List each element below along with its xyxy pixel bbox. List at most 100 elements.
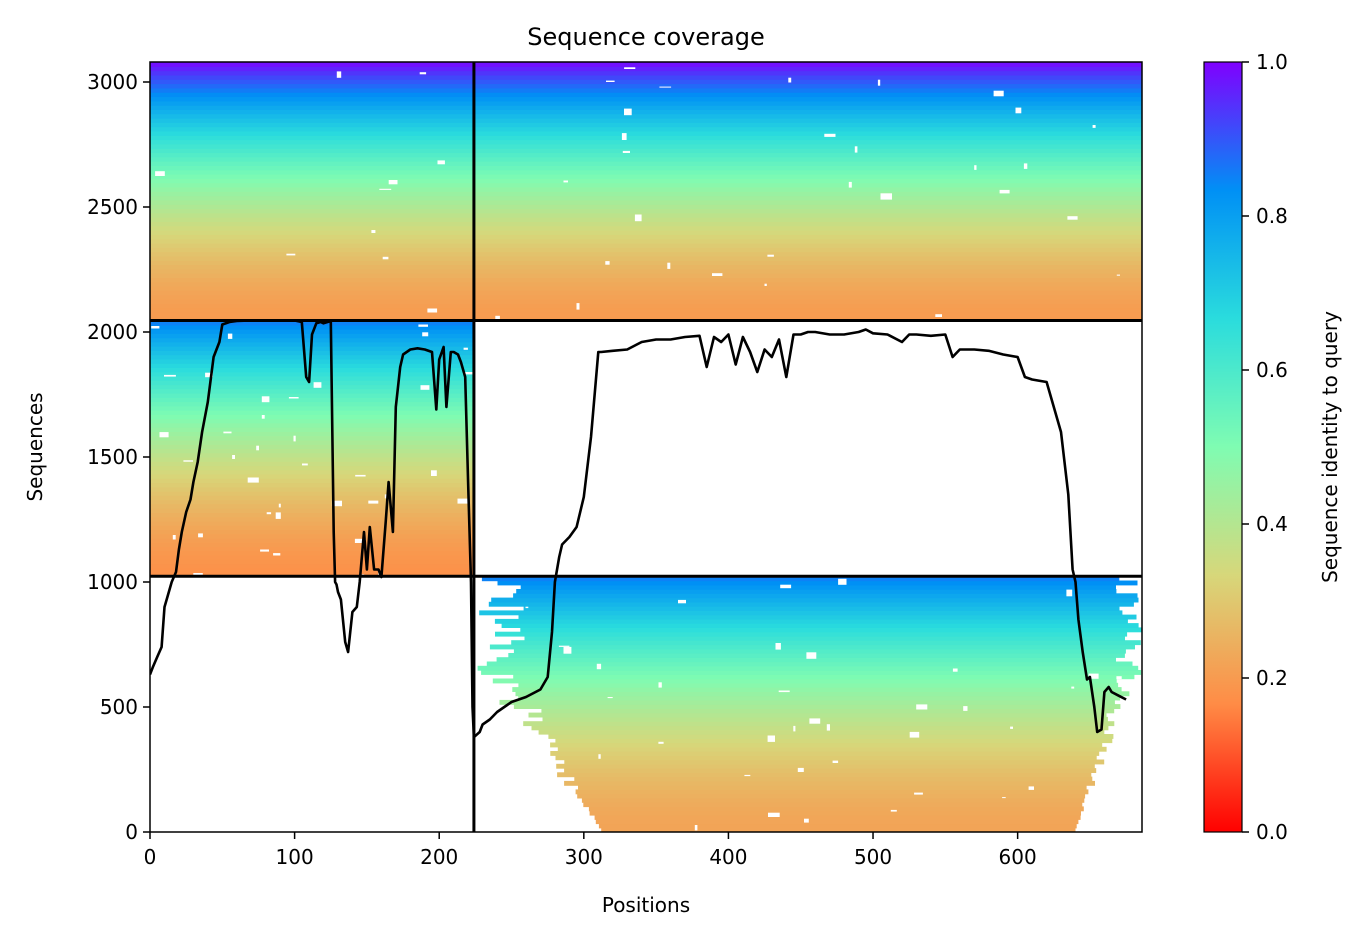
heatmap-band bbox=[494, 618, 1128, 624]
colorbar-tick-label: 0.4 bbox=[1256, 512, 1288, 536]
gap-streak bbox=[880, 193, 892, 200]
heatmap-band bbox=[150, 516, 474, 522]
gap-streak bbox=[678, 599, 686, 604]
heatmap-band bbox=[150, 559, 474, 565]
gap-streak bbox=[256, 445, 259, 451]
gap-streak bbox=[273, 553, 281, 556]
heatmap-band bbox=[150, 452, 474, 458]
x-tick-label: 600 bbox=[999, 845, 1037, 869]
y-tick-label: 2000 bbox=[87, 320, 138, 344]
heatmap-band bbox=[520, 584, 1116, 590]
heatmap-band bbox=[150, 461, 474, 467]
colorbar-tick-label: 0.6 bbox=[1256, 358, 1288, 382]
gap-streak bbox=[767, 254, 774, 257]
gap-streak bbox=[354, 538, 366, 543]
heatmap-band bbox=[581, 797, 1085, 803]
gap-streak bbox=[826, 724, 830, 731]
heatmap-band bbox=[575, 789, 1089, 795]
gap-streak bbox=[838, 578, 847, 585]
heatmap-band bbox=[489, 644, 1135, 650]
heatmap-band bbox=[150, 316, 1142, 322]
heatmap-band bbox=[150, 418, 474, 424]
gap-streak bbox=[1071, 686, 1075, 689]
heatmap-band bbox=[513, 704, 1121, 709]
region-1 bbox=[150, 320, 475, 580]
heatmap-band bbox=[150, 255, 1142, 261]
heatmap-band bbox=[150, 230, 1142, 235]
heatmap-band bbox=[513, 674, 1135, 680]
heatmap-band bbox=[574, 776, 1093, 782]
heatmap-band bbox=[150, 375, 474, 381]
heatmap-band bbox=[150, 139, 1142, 145]
gap-streak bbox=[427, 308, 438, 313]
heatmap-band bbox=[150, 225, 1142, 231]
heatmap-band bbox=[150, 465, 474, 471]
gap-streak bbox=[379, 188, 392, 190]
gap-streak bbox=[382, 256, 389, 260]
gap-streak bbox=[824, 133, 836, 137]
heatmap-band bbox=[150, 529, 474, 535]
heatmap-band bbox=[524, 635, 1125, 641]
heatmap-band bbox=[150, 169, 1142, 175]
gap-streak bbox=[266, 512, 272, 515]
heatmap-band bbox=[150, 247, 1142, 253]
heatmap-band bbox=[150, 234, 1142, 240]
gap-streak bbox=[336, 71, 342, 78]
heatmap-band bbox=[150, 397, 474, 403]
heatmap-band bbox=[594, 815, 1081, 820]
heatmap-band bbox=[150, 439, 474, 445]
gap-streak bbox=[293, 435, 296, 442]
heatmap-band bbox=[150, 195, 1142, 201]
gap-streak bbox=[624, 67, 636, 69]
heatmap-band bbox=[601, 827, 1076, 832]
gap-streak bbox=[767, 735, 775, 742]
heatmap-band bbox=[150, 410, 474, 415]
heatmap-band bbox=[150, 495, 474, 501]
heatmap-band bbox=[150, 444, 474, 449]
gap-streak bbox=[1066, 589, 1073, 597]
gap-streak bbox=[563, 646, 572, 654]
y-tick-label: 1500 bbox=[87, 445, 138, 469]
heatmap-band bbox=[150, 405, 474, 411]
heatmap-band bbox=[564, 780, 1095, 786]
gap-streak bbox=[261, 415, 265, 419]
gap-streak bbox=[525, 606, 529, 609]
heatmap-band bbox=[508, 653, 1125, 658]
x-tick-label: 0 bbox=[144, 845, 157, 869]
heatmap-band bbox=[150, 174, 1142, 179]
heatmap-band bbox=[150, 520, 474, 526]
heatmap-band bbox=[488, 601, 1134, 607]
heatmap-band bbox=[150, 546, 474, 552]
heatmap-band bbox=[150, 105, 1142, 110]
gap-streak bbox=[420, 385, 430, 390]
heatmap-band bbox=[501, 623, 1139, 628]
heatmap-band bbox=[150, 354, 474, 360]
heatmap-band bbox=[486, 661, 1133, 667]
gap-streak bbox=[437, 160, 445, 165]
heatmap-band bbox=[512, 687, 1122, 692]
heatmap-band bbox=[150, 161, 1142, 166]
gap-streak bbox=[659, 86, 672, 88]
gap-streak bbox=[909, 731, 920, 738]
heatmap-band bbox=[150, 380, 474, 386]
x-tick-label: 200 bbox=[420, 845, 458, 869]
gap-streak bbox=[854, 146, 858, 153]
y-tick-label: 1000 bbox=[87, 570, 138, 594]
gap-streak bbox=[495, 315, 500, 322]
gap-streak bbox=[780, 584, 792, 589]
gap-streak bbox=[151, 326, 160, 329]
gap-streak bbox=[371, 230, 376, 233]
coverage-line bbox=[150, 319, 1127, 739]
heatmap-band bbox=[150, 96, 1142, 102]
gap-streak bbox=[1067, 216, 1078, 220]
gap-streak bbox=[605, 261, 610, 265]
heatmap-band bbox=[538, 729, 1105, 735]
heatmap-band bbox=[150, 367, 474, 373]
heatmap-band bbox=[150, 165, 1142, 171]
gap-streak bbox=[558, 645, 570, 647]
heatmap-band bbox=[150, 542, 474, 547]
heatmap-band bbox=[150, 130, 1142, 136]
gap-streak bbox=[999, 189, 1010, 194]
gap-streak bbox=[302, 463, 308, 466]
heatmap-band bbox=[150, 469, 474, 475]
